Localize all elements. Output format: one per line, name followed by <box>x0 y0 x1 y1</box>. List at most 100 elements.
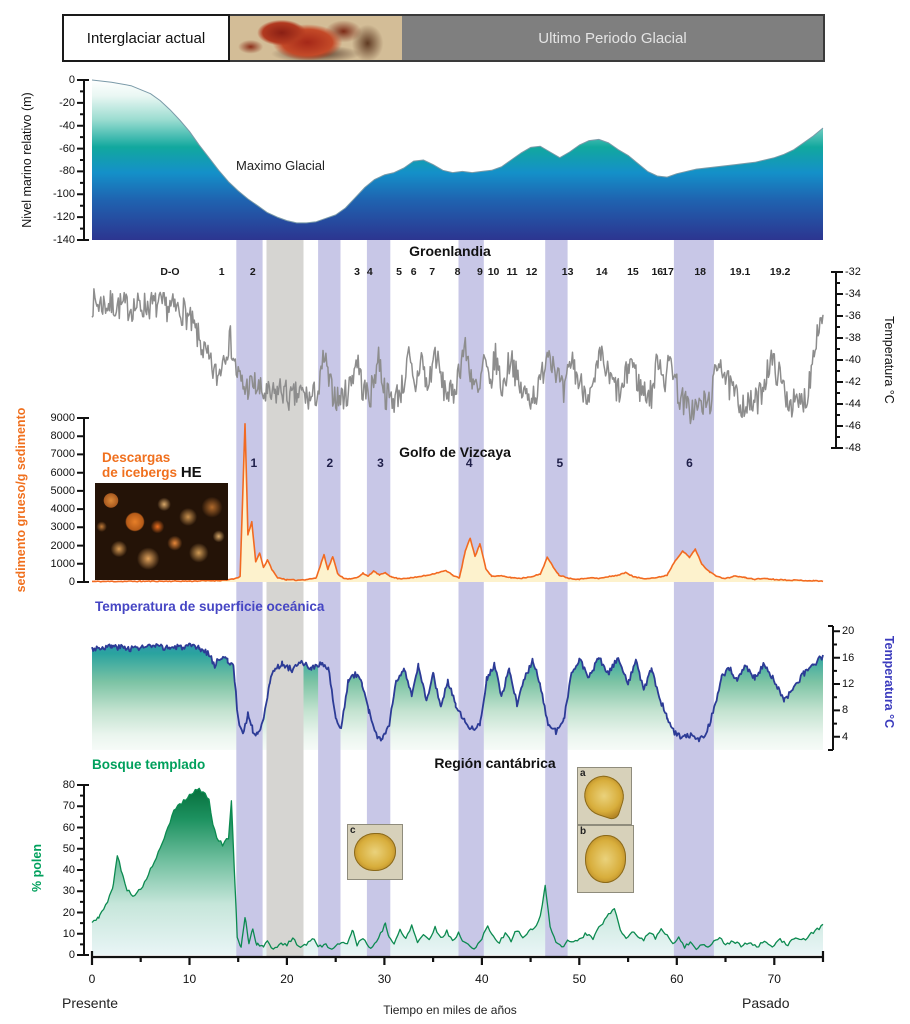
heinrich-band <box>366 240 391 957</box>
he-event-label: 2 <box>326 456 334 470</box>
x-tick: 60 <box>670 972 684 986</box>
sst-label: Temperatura de superficie oceánica <box>95 599 325 614</box>
sea_level-ytick: -20 <box>59 96 75 109</box>
sst-ytick: 20 <box>842 625 855 638</box>
sea_level-line <box>91 79 824 224</box>
sea_level-axis <box>77 79 89 241</box>
ird-ytick: 9000 <box>50 412 75 424</box>
greenland-ytick: -38 <box>845 332 861 344</box>
x-tick: 70 <box>767 972 781 986</box>
greenland-ytick: -48 <box>845 442 861 454</box>
ird-ytick: 4000 <box>50 503 75 516</box>
do-event-label: 13 <box>561 266 574 278</box>
pollen-grain <box>354 832 396 872</box>
sediment-photo <box>95 483 228 580</box>
sst-ytick: 4 <box>842 730 849 743</box>
pollen-ytick: 0 <box>68 949 75 961</box>
sst-line <box>91 642 824 743</box>
sst-ytick: 12 <box>842 678 855 691</box>
greenland-ytick: -36 <box>845 310 861 322</box>
heinrich-band <box>673 240 714 957</box>
sea_level-ytick: -40 <box>59 119 75 132</box>
x-axis-title: Tiempo en miles de años <box>383 1003 517 1017</box>
glacial-label: Ultimo Periodo Glacial <box>538 29 687 47</box>
x-tick: 50 <box>572 972 586 986</box>
do-event-label: 8 <box>454 266 461 278</box>
pasado-label: Pasado <box>742 995 790 1011</box>
interglacial-box: Interglaciar actual <box>62 14 230 62</box>
x-tick: 40 <box>475 972 489 986</box>
ird-ytick: 3000 <box>50 521 75 534</box>
glacial-bar: Ultimo Periodo Glacial <box>402 16 823 60</box>
pollen-ytick: 60 <box>62 821 75 834</box>
axes-layer <box>77 79 843 965</box>
sea_level-ytick: -100 <box>52 188 75 201</box>
bosque-templado-label: Bosque templado <box>92 757 206 772</box>
pollen-ytick: 30 <box>62 885 75 898</box>
sea_level-fill <box>92 80 823 240</box>
glacial-box: Ultimo Periodo Glacial <box>228 14 825 62</box>
ird-ytick: 7000 <box>50 448 75 461</box>
ird-line <box>92 423 824 583</box>
pollen-fill <box>92 788 823 955</box>
sea_level-ytick: -140 <box>52 234 75 246</box>
time-axis <box>90 951 825 965</box>
do-event-label: 14 <box>595 266 608 278</box>
cave-painting-image <box>230 16 402 60</box>
pollen-ytick: 10 <box>62 927 75 940</box>
do-event-label: 2 <box>249 266 256 278</box>
he-label: HE <box>180 464 202 481</box>
pollen-ytick: 70 <box>62 800 75 813</box>
do-event-label: 19.1 <box>729 266 751 278</box>
greenland-ytick: -44 <box>845 398 861 410</box>
do-event-label: 5 <box>396 266 402 278</box>
sst-axis <box>828 625 840 751</box>
sea_level-ytick: -60 <box>59 142 75 155</box>
greenland-ytick: -34 <box>845 288 861 300</box>
do-event-label: 6 <box>410 266 417 278</box>
ird-ytick: 1000 <box>50 557 75 570</box>
pollen-grain <box>584 835 627 883</box>
heinrich-band <box>458 240 484 957</box>
do-event-label: 7 <box>429 266 436 278</box>
x-tick: 10 <box>182 972 197 986</box>
ird-ytick: 2000 <box>50 539 75 552</box>
interglacial-label: Interglaciar actual <box>86 29 206 47</box>
do-event-label: 16 <box>651 266 664 278</box>
do-event-label: 19.2 <box>769 266 791 278</box>
heinrich-band <box>545 240 568 957</box>
curves-layer <box>91 288 824 951</box>
do-event-label: 15 <box>627 266 639 278</box>
x-tick: 20 <box>280 972 294 986</box>
greenland-ytick: -40 <box>845 354 861 366</box>
greenland-ytick: -46 <box>845 420 861 432</box>
heinrich-bands-layer <box>236 240 714 957</box>
sea_level-ytick: -80 <box>59 165 75 178</box>
x-tick: 0 <box>88 972 96 986</box>
sea_level-ytick: 0 <box>68 74 75 86</box>
greenland-axis <box>831 271 843 449</box>
heinrich-band <box>318 240 341 957</box>
x-tick: 30 <box>377 972 392 986</box>
golfo-title: Golfo de Vizcaya <box>399 444 511 460</box>
pollen-ytick: 20 <box>62 906 75 919</box>
do-event-label: D-O <box>160 266 180 278</box>
do-event-label: 9 <box>476 266 483 278</box>
iceberg-discharge-label: Descargas de icebergs HE <box>102 450 202 481</box>
ird-ytick: 8000 <box>50 430 75 443</box>
ird-axis-title: sedimento grueso/g sedimento <box>14 407 28 593</box>
pollen-ytick: 40 <box>62 864 75 876</box>
presente-label: Presente <box>62 995 119 1011</box>
do-event-label: 3 <box>354 266 361 278</box>
sst-ytick: 8 <box>842 704 849 717</box>
ird-ytick: 0 <box>68 576 75 588</box>
lgm-band <box>266 240 304 957</box>
pollen-photo: c <box>347 824 403 880</box>
pollen-photo-letter: c <box>350 825 356 836</box>
do-event-label: 11 <box>506 266 518 278</box>
greenland-line <box>91 288 824 425</box>
ird-ytick: 5000 <box>50 484 75 497</box>
